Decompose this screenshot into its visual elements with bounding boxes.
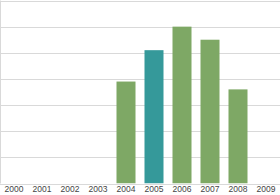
x-tick-label: 2004: [117, 184, 136, 194]
bar: [201, 40, 220, 184]
chart: 2000 2001 2002 2003 2004 2005 2006 2007 2008 2009: [0, 0, 280, 195]
grid-line: [0, 1, 280, 2]
grid-line: [0, 79, 280, 80]
x-tick-label: 2009: [257, 184, 276, 194]
bar: [145, 50, 164, 183]
grid-line: [0, 27, 280, 28]
bar: [117, 82, 136, 184]
x-tick-label: 2000: [5, 184, 24, 194]
x-tick-label: 2001: [33, 184, 52, 194]
x-tick-label: 2005: [145, 184, 164, 194]
grid-line: [0, 53, 280, 54]
bar: [229, 89, 248, 183]
x-tick-label: 2002: [61, 184, 80, 194]
x-tick-label: 2006: [173, 184, 192, 194]
x-tick-label: 2008: [229, 184, 248, 194]
x-tick-label: 2007: [201, 184, 220, 194]
bar: [173, 27, 192, 184]
bars: [117, 27, 248, 184]
x-tick-label: 2003: [89, 184, 108, 194]
